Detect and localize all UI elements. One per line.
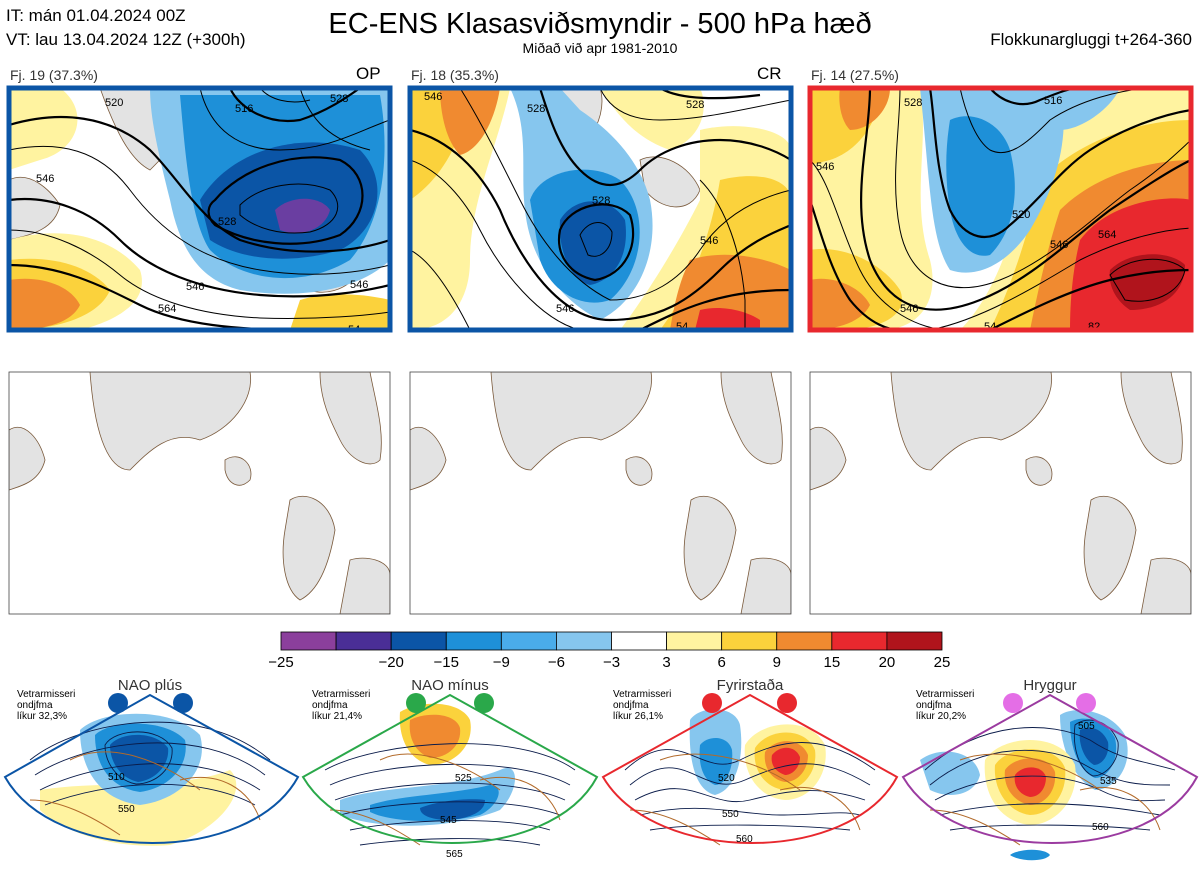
colorbar-tick-label: 6	[717, 654, 725, 671]
contour-label: 560	[736, 834, 753, 845]
colorbar-swatch	[556, 631, 612, 651]
cluster-2-contour-labels: 546 528 528 528 546 546 54	[424, 91, 718, 333]
colorbar-tick-label: −3	[603, 654, 620, 671]
colorbar-swatch	[390, 631, 447, 651]
colorbar-swatch	[721, 631, 778, 651]
contour-label: 520	[718, 773, 735, 784]
contour-label: 520	[1012, 209, 1030, 221]
contour-label: 546	[700, 235, 718, 247]
cluster-1-frame	[6, 85, 393, 333]
regime-ref-nao-plus: Vetrarmisseri ondjfma líkur 32,3%	[17, 689, 76, 722]
cluster-1-tag: OP	[356, 64, 381, 83]
colorbar-swatch	[831, 631, 888, 651]
valid-time: VT: lau 13.04.2024 12Z (+300h)	[6, 30, 246, 49]
contour-label: 565	[446, 849, 463, 860]
cluster-1-map: 520 516 528 546 528 546 564 546 54	[9, 88, 390, 336]
contour-label: 54	[984, 321, 996, 333]
contour-label: 516	[235, 103, 253, 115]
contour-label: 564	[158, 303, 176, 315]
colorbar-tick-label: −6	[548, 654, 565, 671]
regime-ref-blocking: Vetrarmisseri ondjfma líkur 26,1%	[613, 689, 672, 722]
contour-label: 528	[686, 99, 704, 111]
colorbar-tick-label: 3	[662, 654, 670, 671]
contour-label: 528	[592, 195, 610, 207]
classification-window: Flokkunargluggi t+264-360	[990, 30, 1192, 49]
page-title: EC-ENS Klasasviðsmyndir - 500 hPa hæð	[328, 8, 872, 40]
cluster-3-map: 528 516 546 520 546 564 546 54 82	[810, 88, 1191, 333]
empty-map-2	[410, 372, 791, 614]
contour-label: 535	[1100, 776, 1117, 787]
cluster-2-frame	[407, 85, 794, 333]
regime-name-nao-plus: NAO plús	[117, 677, 183, 694]
colorbar-tick-label: 25	[934, 654, 951, 671]
cluster-3-label: Fj. 14 (27.5%)	[811, 67, 899, 83]
colorbar-tick-label: 9	[773, 654, 781, 671]
colorbar-swatch	[611, 631, 667, 651]
contour-label: 505	[1078, 721, 1095, 732]
initial-time: IT: mán 01.04.2024 00Z	[6, 6, 186, 25]
cluster-2-map: 546 528 528 528 546 546 54	[410, 88, 791, 333]
contour-label: 510	[108, 772, 125, 783]
regime-ref-ridge: Vetrarmisseri ondjfma líkur 20,2%	[916, 689, 975, 722]
regime-name-blocking: Fyrirstaða	[716, 677, 784, 694]
colorbar-swatch	[445, 631, 502, 651]
colorbar-tick-label: −15	[434, 654, 459, 671]
regime-name-ridge: Hryggur	[1023, 677, 1077, 694]
contour-label: 546	[424, 91, 442, 103]
contour-label: 528	[330, 93, 348, 105]
contour-label: 516	[1044, 95, 1062, 107]
contour-label: 528	[527, 103, 545, 115]
colorbar-swatch	[666, 631, 723, 651]
contour-label: 54	[348, 324, 360, 336]
colorbar-swatch	[335, 631, 392, 651]
contour-label: 528	[218, 216, 236, 228]
contour-label: 54	[676, 321, 688, 333]
empty-map-3	[810, 372, 1191, 614]
colorbar-tick-label: 15	[823, 654, 840, 671]
contour-label: 525	[455, 773, 472, 784]
contour-label: 545	[440, 815, 457, 826]
contour-label: 520	[105, 97, 123, 109]
contour-label: 546	[1050, 239, 1068, 251]
regime-nao-plus-map: 510 550	[3, 693, 300, 846]
cluster-1-contour-labels: 520 516 528 546 528 546 564 546 54	[36, 93, 368, 336]
colorbar-tick-label: −20	[378, 654, 403, 671]
colorbar-tick-label: −9	[493, 654, 510, 671]
contour-label: 546	[186, 281, 204, 293]
colorbar-swatch	[280, 631, 337, 651]
cluster-1-label: Fj. 19 (37.3%)	[10, 67, 98, 83]
regime-nao-minus-map: 525 545 565	[301, 693, 599, 860]
empty-map-1	[9, 372, 390, 614]
contour-label: 550	[722, 809, 739, 820]
contour-label: 550	[118, 804, 135, 815]
contour-label: 528	[904, 97, 922, 109]
colorbar-tick-label: −25	[268, 654, 293, 671]
regime-blocking-map: 520 550 560	[601, 693, 899, 846]
contour-label: 546	[350, 279, 368, 291]
cluster-3-contour-labels: 528 516 546 520 546 564 546 54 82	[816, 95, 1116, 333]
colorbar-swatch	[776, 631, 833, 651]
contour-label: 546	[900, 303, 918, 315]
colorbar-swatch	[500, 631, 557, 651]
regime-ref-nao-minus: Vetrarmisseri ondjfma líkur 21,4%	[312, 689, 371, 722]
contour-label: 564	[1098, 229, 1116, 241]
regime-name-nao-minus: NAO mínus	[411, 677, 489, 694]
regime-ridge-map: 505 535 560	[901, 693, 1199, 861]
cluster-2-tag: CR	[757, 64, 782, 83]
colorbar-tick-label: 20	[879, 654, 896, 671]
colorbar: −25 −20 −15 −9 −6 −3 3 6 9 15 20 25	[268, 631, 951, 671]
contour-label: 546	[816, 161, 834, 173]
page-subtitle: Miðað við apr 1981-2010	[522, 40, 678, 56]
cluster-2-label: Fj. 18 (35.3%)	[411, 67, 499, 83]
contour-label: 546	[556, 303, 574, 315]
contour-label: 546	[36, 173, 54, 185]
contour-label: 560	[1092, 822, 1109, 833]
contour-label: 82	[1088, 321, 1100, 333]
cluster-3-frame	[807, 85, 1194, 333]
colorbar-swatch	[886, 631, 943, 651]
